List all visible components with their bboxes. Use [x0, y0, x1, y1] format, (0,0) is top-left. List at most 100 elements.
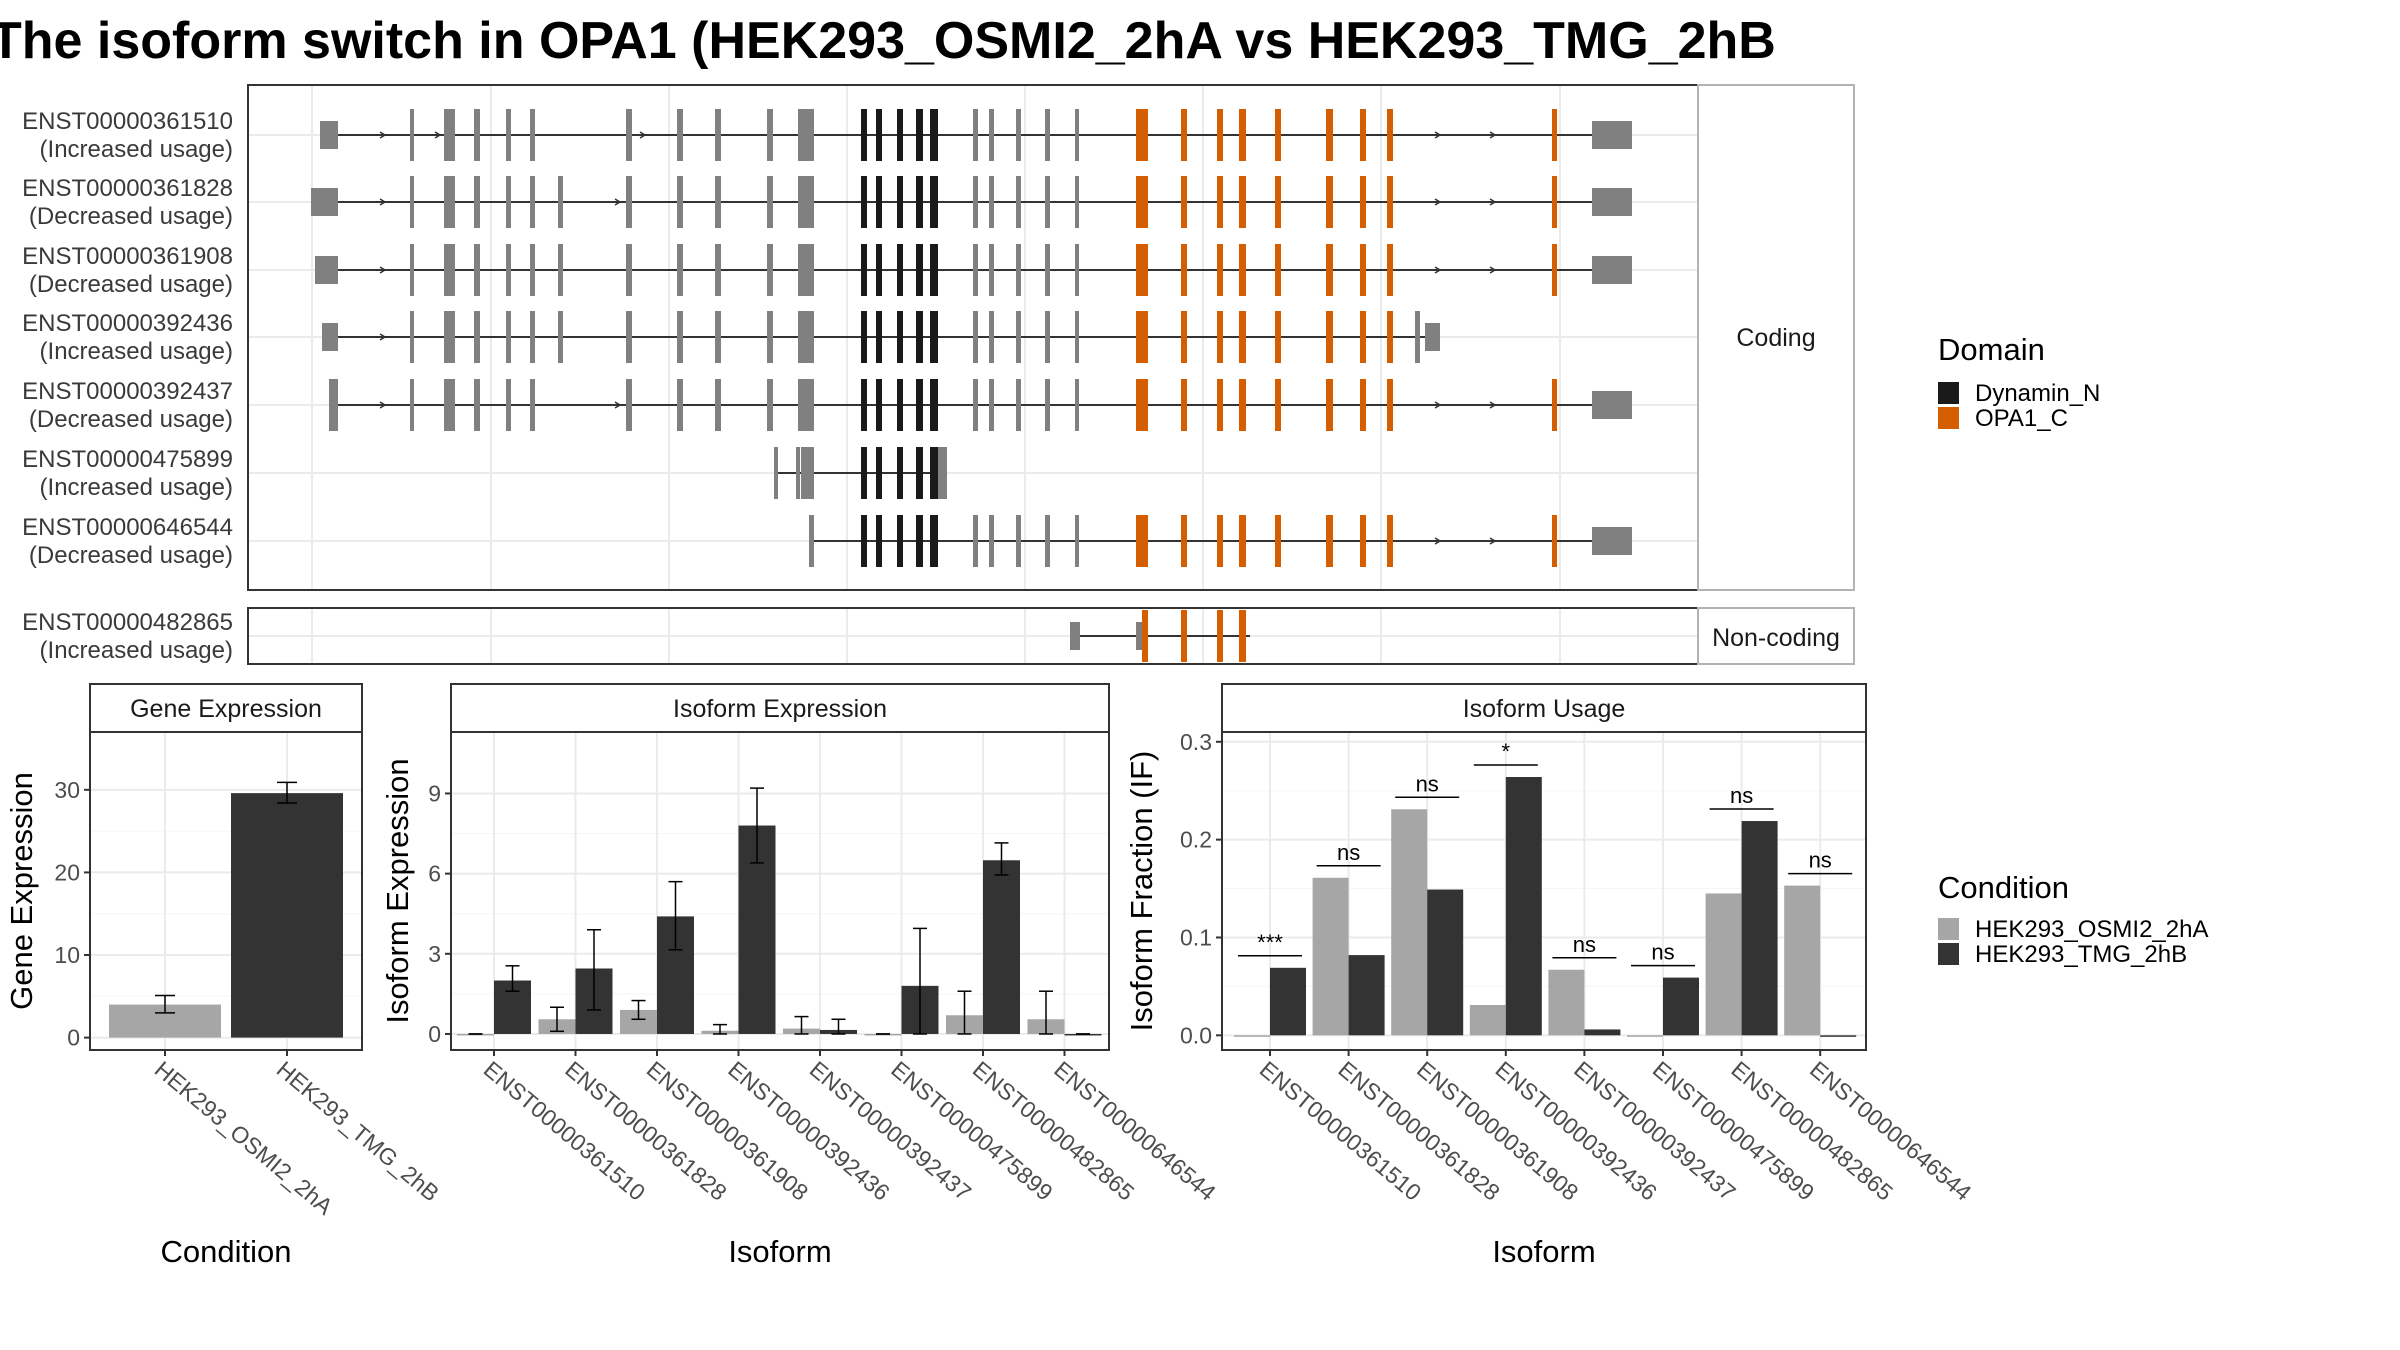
- exon: [1275, 311, 1281, 363]
- exon: [1360, 379, 1366, 431]
- exon: [530, 109, 535, 161]
- intron-arrow: [379, 198, 387, 206]
- exon: [558, 244, 563, 296]
- isoform-usage-bar: [1820, 1035, 1857, 1037]
- utr-exon: [1592, 188, 1632, 216]
- exon: [1239, 610, 1246, 662]
- utr-exon: [1425, 323, 1440, 351]
- exon: [715, 244, 721, 296]
- transcript-usage-label: (Increased usage): [40, 338, 233, 365]
- intron-arrow: [1489, 131, 1497, 139]
- isoform-expression-strip-label: Isoform Expression: [673, 695, 887, 723]
- exon: [973, 244, 978, 296]
- exon: [1217, 311, 1223, 363]
- intron-arrow: [1434, 198, 1442, 206]
- exon: [715, 311, 721, 363]
- exon: [1326, 515, 1333, 567]
- exon: [1016, 109, 1021, 161]
- isoform-usage-bar: [1505, 777, 1542, 1036]
- exon: [1217, 379, 1223, 431]
- condition-legend-key: [1938, 918, 1959, 940]
- isoform-usage-significance-label: ns: [1416, 771, 1439, 796]
- exon: [626, 109, 632, 161]
- gene-expression-ytick-label: 20: [54, 859, 80, 885]
- isoform-usage-significance-label: ns: [1651, 940, 1674, 965]
- transcript-id-label: ENST00000361908: [22, 243, 233, 270]
- exon: [1217, 176, 1223, 228]
- exon: [798, 311, 814, 363]
- exon: [506, 311, 511, 363]
- exon: [444, 109, 455, 161]
- isoform-usage-bar: [1584, 1029, 1621, 1036]
- exon: [1552, 176, 1557, 228]
- domain-legend-key: [1938, 407, 1959, 429]
- facet-label-coding: Coding: [1736, 324, 1815, 352]
- transcript-id-label: ENST00000392436: [22, 310, 233, 337]
- isoform-expression-bar: [983, 860, 1020, 1034]
- exon: [801, 447, 814, 499]
- isoform-usage-bar: [1312, 877, 1349, 1036]
- exon: [530, 176, 535, 228]
- exon: [876, 379, 882, 431]
- intron-arrow: [434, 131, 442, 139]
- exon: [1239, 244, 1246, 296]
- exon: [989, 176, 994, 228]
- intron-arrow: [614, 198, 622, 206]
- exon: [1326, 109, 1333, 161]
- exon: [876, 311, 882, 363]
- exon: [930, 109, 938, 161]
- exon: [767, 109, 773, 161]
- isoform-expression-ytick-label: 0: [428, 1021, 441, 1047]
- isoform-usage-significance-label: ns: [1573, 932, 1596, 957]
- gene-expression-ytick-label: 10: [54, 942, 80, 968]
- exon: [474, 244, 480, 296]
- exon: [1136, 311, 1148, 363]
- isoform-usage-ylabel: Isoform Fraction (IF): [1124, 751, 1159, 1032]
- exon: [1217, 244, 1223, 296]
- exon: [1016, 515, 1021, 567]
- isoform-usage-ytick-label: 0.2: [1180, 827, 1212, 853]
- exon: [1239, 515, 1246, 567]
- intron-arrow: [1489, 198, 1497, 206]
- transcript-id-label: ENST00000361510: [22, 108, 233, 135]
- intron-arrow: [1434, 131, 1442, 139]
- utr-exon: [320, 121, 338, 149]
- exon: [1016, 379, 1021, 431]
- exon: [989, 379, 994, 431]
- exon: [930, 244, 938, 296]
- utr-exon: [1136, 622, 1143, 650]
- exon: [989, 515, 994, 567]
- exon: [1181, 610, 1187, 662]
- exon: [1552, 515, 1557, 567]
- noncoding-panel-strip: [1697, 607, 1855, 665]
- utr-exon: [315, 256, 338, 284]
- transcript-usage-label: (Decreased usage): [29, 271, 233, 298]
- exon: [1181, 109, 1187, 161]
- isoform-usage-bar: [1348, 955, 1385, 1036]
- intron-arrow: [379, 401, 387, 409]
- isoform-usage-bar: [1663, 977, 1699, 1036]
- exon: [410, 109, 414, 161]
- exon: [1075, 379, 1079, 431]
- transcript-id-label: ENST00000475899: [22, 446, 233, 473]
- isoform-usage-strip-label: Isoform Usage: [1463, 695, 1626, 723]
- exon: [558, 176, 563, 228]
- exon: [1045, 379, 1050, 431]
- domain-legend-title: Domain: [1938, 332, 2045, 367]
- exon: [798, 244, 814, 296]
- intron-arrow: [1489, 401, 1497, 409]
- exon: [897, 311, 903, 363]
- domain-legend-key: [1938, 382, 1959, 404]
- domain-legend-label: Dynamin_N: [1975, 380, 2100, 407]
- intron-arrow: [1434, 401, 1442, 409]
- exon: [1136, 379, 1148, 431]
- isoform-usage-significance-label: ***: [1257, 930, 1283, 955]
- exon: [861, 379, 867, 431]
- exon: [989, 109, 994, 161]
- gene-expression-strip-label: Gene Expression: [130, 695, 322, 723]
- exon: [1552, 109, 1557, 161]
- exon: [876, 109, 882, 161]
- facet-label-noncoding: Non-coding: [1712, 624, 1840, 652]
- exon: [774, 447, 778, 499]
- exon: [474, 311, 480, 363]
